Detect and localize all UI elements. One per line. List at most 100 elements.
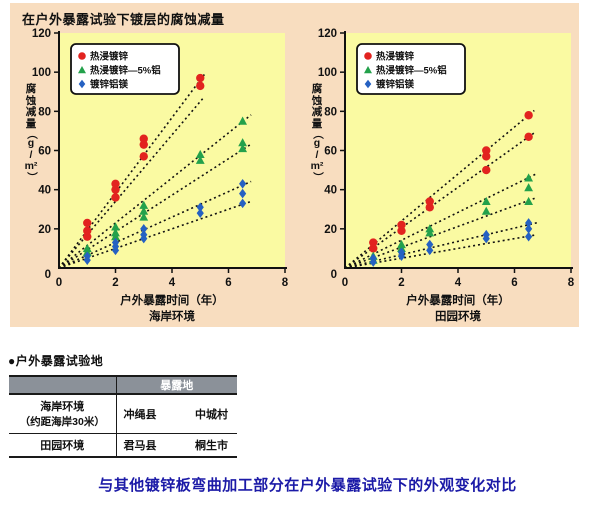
env-cell-rural: 田园环境 — [9, 433, 116, 457]
x-tick-label: 8 — [568, 277, 575, 289]
legend-box — [70, 43, 180, 95]
y-axis-label-char: 蚀 — [311, 94, 323, 107]
data-point-triangle — [524, 183, 534, 192]
data-point-circle — [397, 226, 406, 235]
data-point-diamond — [111, 237, 120, 248]
data-point-circle — [139, 134, 148, 143]
y-axis-label-char: 腐 — [311, 83, 323, 95]
data-point-triangle — [524, 173, 534, 182]
y-tick-label: 0 — [331, 269, 337, 281]
data-point-diamond — [525, 218, 533, 228]
x-axis-title: 户外暴露时间（年） — [406, 293, 510, 307]
x-tick-label: 4 — [169, 277, 176, 289]
data-point-circle — [83, 232, 92, 241]
trend-line — [58, 200, 252, 269]
y-axis-label-char: m² — [310, 160, 324, 173]
legend-label: 镀锌铝镁 — [376, 79, 415, 91]
chart-subtitle: 海岸环境 — [149, 309, 195, 323]
legend-circle-icon — [78, 52, 86, 60]
data-point-triangle — [111, 228, 120, 237]
data-point-circle — [369, 238, 378, 247]
env-cell-coastal: 海岸环境 （约距海岸30米） — [9, 394, 116, 433]
data-point-circle — [524, 132, 533, 141]
x-tick-label: 4 — [455, 277, 462, 289]
legend-triangle-icon — [364, 66, 372, 74]
y-axis-label-char: 腐 — [25, 83, 37, 95]
legend-label: 热浸镀锌—5%铝 — [90, 65, 161, 77]
data-point-triangle — [139, 200, 149, 209]
x-tick-label: 2 — [398, 277, 404, 289]
legend-label: 热浸镀锌 — [90, 51, 129, 63]
chart-rural: 20 40 60 80 100 120 00 2 4 6 8 户外暴露时间（年） 田园环境 热浸镀锌热浸镀… — [318, 28, 575, 323]
figure-caption: 与其他镀锌板弯曲加工部分在户外暴露试验下的外观变化对比 — [98, 477, 517, 494]
env-name: 海岸环境 — [40, 401, 85, 414]
data-point-circle — [111, 193, 120, 202]
legend-label: 热浸镀锌—5%铝 — [376, 65, 447, 77]
y-axis-label-char: 蚀 — [25, 94, 37, 107]
y-axis-label-char: g — [27, 137, 35, 150]
data-point-circle — [397, 220, 406, 230]
data-point-diamond — [140, 224, 148, 234]
data-point-circle — [482, 152, 491, 161]
data-point-circle — [369, 244, 378, 253]
legend-diamond-icon — [78, 79, 86, 89]
x-axis-title: 户外暴露时间（年） — [120, 293, 224, 307]
legend-label: 镀锌铝镁 — [90, 79, 129, 91]
data-point-triangle — [82, 243, 92, 253]
trend-line — [344, 132, 535, 269]
data-point-diamond — [239, 178, 247, 189]
data-point-triangle — [481, 196, 491, 206]
data-point-circle — [139, 140, 148, 149]
table-header-row: 暴露地 — [9, 376, 237, 394]
data-point-triangle — [481, 206, 491, 215]
y-axis-label-char: 量 — [311, 117, 323, 130]
y-axis-label-char: 量 — [25, 117, 37, 130]
site-cell-rural: 君马县 桐生市 — [115, 433, 237, 457]
data-point-diamond — [239, 198, 247, 209]
data-point-circle — [111, 179, 120, 188]
table-row-coastal: 海岸环境 （约距海岸30米） 冲绳县 中城村 — [9, 394, 237, 433]
y-axis-label-char: 减 — [25, 106, 37, 119]
data-point-diamond — [482, 229, 490, 240]
data-point-circle — [139, 152, 148, 161]
data-point-triangle — [238, 138, 248, 147]
legend-diamond-icon — [364, 79, 372, 89]
site-cell-coastal: 冲绳县 中城村 — [115, 394, 237, 433]
exposure-sites-section: ●户外暴露试验地 暴露地 海岸环境 （约距海岸30米） 冲绳县 中城村 — [8, 352, 237, 458]
y-tick-label: 120 — [318, 28, 337, 40]
data-point-triangle — [111, 222, 120, 231]
data-point-triangle — [195, 149, 205, 159]
data-point-diamond — [426, 239, 434, 250]
y-tick-label: 100 — [32, 67, 51, 79]
data-point-circle — [425, 203, 434, 212]
data-point-triangle — [238, 116, 248, 125]
table-section-title: ●户外暴露试验地 — [8, 352, 237, 369]
data-point-diamond — [83, 251, 91, 262]
table-header-exposure-site: 暴露地 — [115, 376, 237, 394]
data-point-triangle — [397, 239, 406, 249]
x-tick-label: 6 — [225, 277, 231, 289]
y-tick-label: 80 — [38, 106, 51, 118]
y-tick-label: 40 — [324, 185, 337, 197]
data-point-diamond — [525, 231, 533, 242]
x-tick-label: 8 — [282, 277, 289, 289]
y-tick-label: 100 — [318, 67, 337, 79]
y-axis-label-char: / — [315, 148, 319, 161]
y-tick-label: 60 — [38, 146, 51, 158]
legend-triangle-icon — [78, 66, 86, 74]
bullet-icon: ● — [8, 354, 16, 368]
env-note: （约距海岸30米） — [19, 416, 105, 429]
data-point-diamond — [525, 224, 533, 234]
x-tick-label: 0 — [342, 277, 348, 289]
table-section-title-text: 户外暴露试验地 — [15, 354, 104, 368]
trend-line — [58, 180, 252, 269]
data-point-circle — [196, 73, 205, 83]
data-point-diamond — [140, 229, 148, 240]
legend-box — [356, 43, 466, 95]
legend-circle-icon — [364, 52, 372, 60]
trend-line — [58, 143, 252, 269]
x-tick-label: 6 — [511, 277, 517, 289]
data-point-triangle — [139, 212, 149, 221]
data-point-triangle — [238, 143, 248, 153]
chart-subtitle: 田园环境 — [435, 309, 481, 323]
